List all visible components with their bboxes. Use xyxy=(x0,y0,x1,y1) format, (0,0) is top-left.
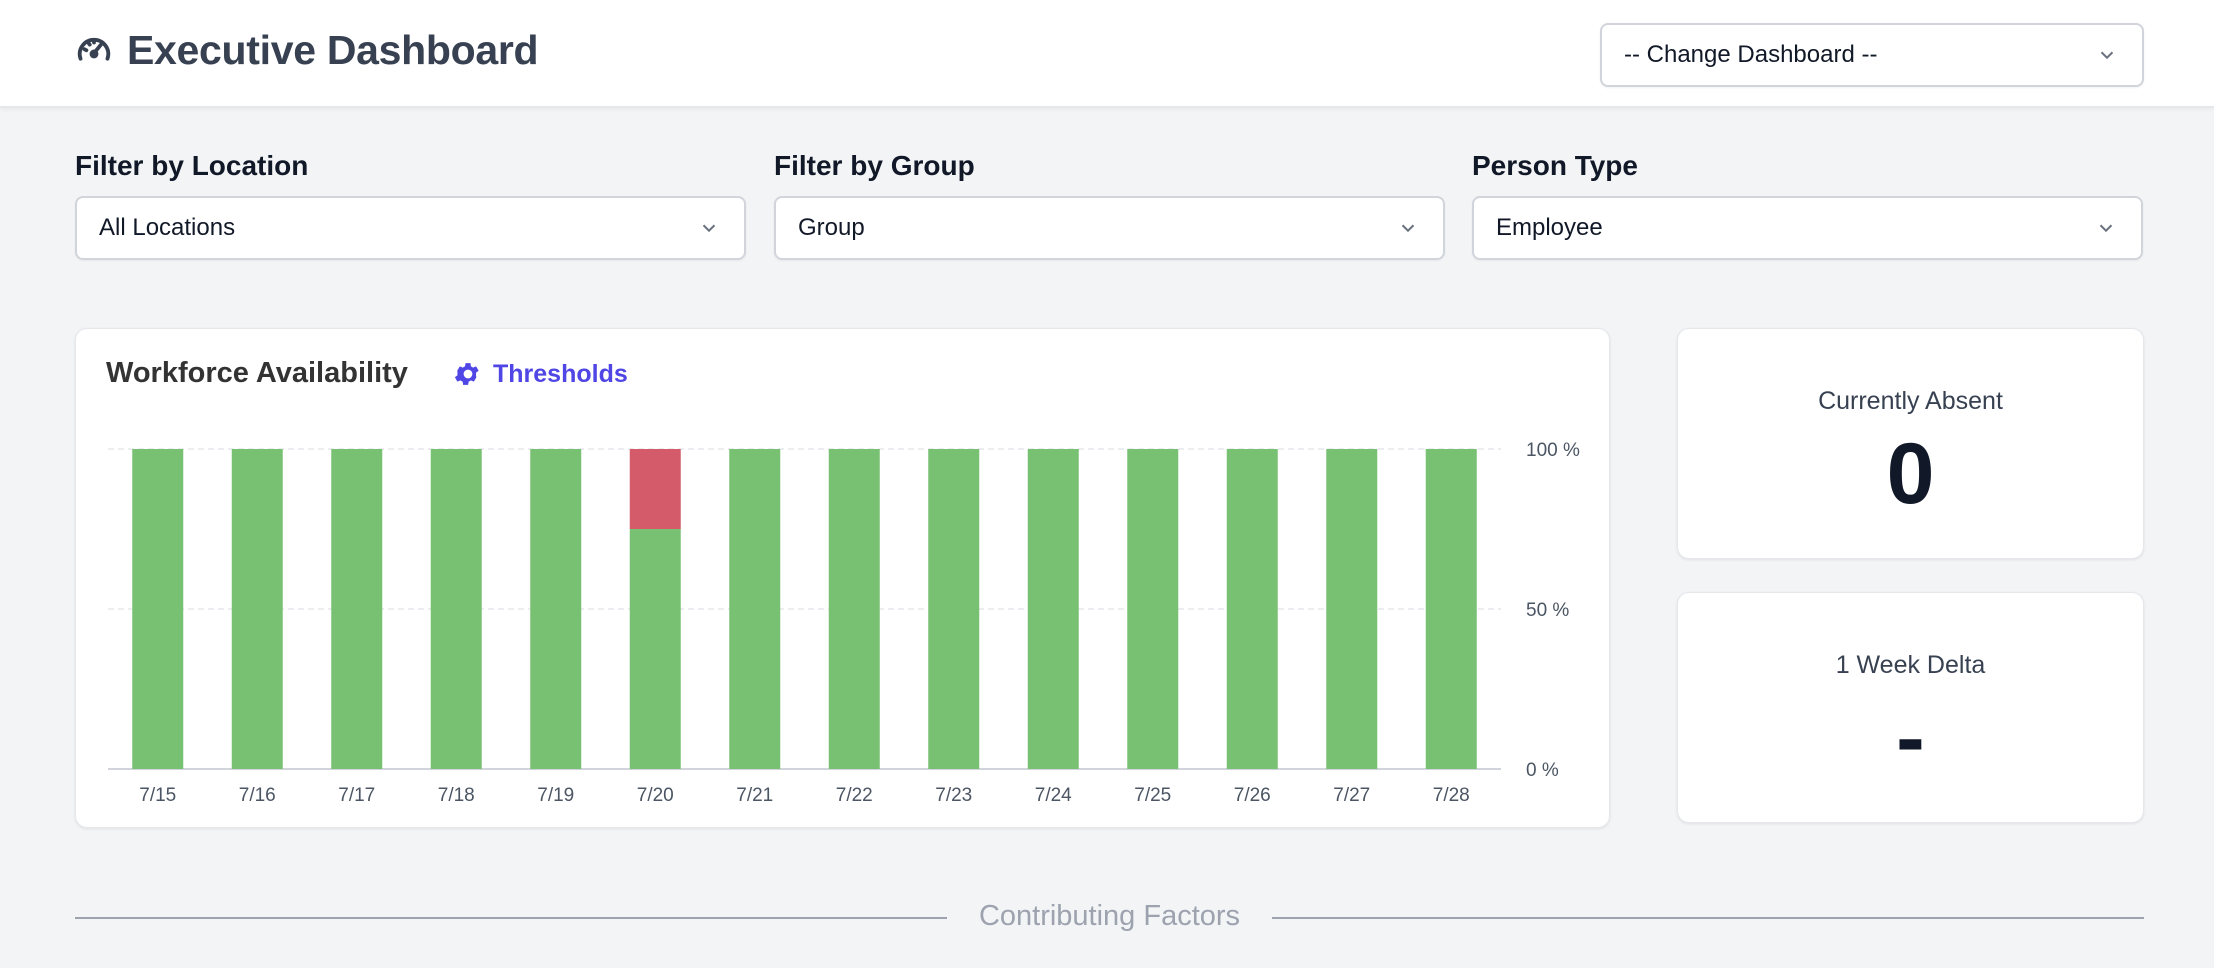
x-tick-label: 7/18 xyxy=(438,785,475,806)
change-dashboard-value: -- Change Dashboard -- xyxy=(1624,41,1878,68)
bar-available xyxy=(331,449,383,769)
currently-absent-card: Currently Absent 0 xyxy=(1677,328,2144,559)
divider-line-left xyxy=(75,917,947,919)
x-tick-label: 7/23 xyxy=(935,785,972,806)
thresholds-label: Thresholds xyxy=(493,359,628,388)
x-tick-label: 7/21 xyxy=(736,785,773,806)
bar-available xyxy=(1425,449,1477,769)
bar-available xyxy=(530,449,582,769)
bar-unavailable xyxy=(629,449,681,529)
chart-title: Workforce Availability xyxy=(106,357,408,389)
location-select-value: All Locations xyxy=(99,214,236,241)
kpi-label: Currently Absent xyxy=(1818,387,2003,415)
kpi-value: 0 xyxy=(1886,426,1935,522)
filter-group-label: Filter by Group xyxy=(774,150,975,181)
section-title: Contributing Factors xyxy=(978,900,1241,932)
y-tick-label: 50 % xyxy=(1526,600,1569,621)
page-header: Executive Dashboard -- Change Dashboard … xyxy=(0,0,2214,108)
bar-available xyxy=(1027,449,1079,769)
y-tick-label: 0 % xyxy=(1526,760,1559,781)
contributing-factors-divider: Contributing Factors xyxy=(75,894,2144,944)
x-tick-label: 7/24 xyxy=(1035,785,1072,806)
workforce-chart: 100 % 50 % 0 % 7/15 7/16 7/17 7/18 7/19 7/20 7/21… xyxy=(108,440,1580,806)
x-tick-label: 7/16 xyxy=(239,785,276,806)
person-type-select[interactable]: Employee xyxy=(1472,196,2143,260)
bar-available xyxy=(928,449,980,769)
person-type-select-value: Employee xyxy=(1496,214,1603,241)
chevron-down-icon xyxy=(2100,51,2114,60)
filter-location-label: Filter by Location xyxy=(75,150,309,181)
x-tick-label: 7/25 xyxy=(1134,785,1171,806)
kpi-value: - xyxy=(1896,690,1925,786)
page-title: Executive Dashboard xyxy=(127,26,539,73)
chevron-down-icon xyxy=(702,224,716,233)
kpi-label: 1 Week Delta xyxy=(1835,651,1986,679)
group-select-value: Group xyxy=(798,214,865,241)
x-tick-label: 7/20 xyxy=(637,785,674,806)
x-tick-label: 7/28 xyxy=(1433,785,1470,806)
page-title-wrap: Executive Dashboard xyxy=(75,22,539,78)
bar-available xyxy=(629,529,681,769)
gear-icon xyxy=(454,363,479,385)
divider-line-right xyxy=(1272,917,2144,919)
change-dashboard-select[interactable]: -- Change Dashboard -- xyxy=(1600,23,2144,87)
bar-available xyxy=(1226,449,1278,769)
bar-available xyxy=(132,449,184,769)
gauge-icon xyxy=(77,37,111,61)
bar-available xyxy=(231,449,283,769)
thresholds-button[interactable]: Thresholds xyxy=(453,359,628,389)
bar-available xyxy=(430,449,482,769)
bar-available xyxy=(828,449,880,769)
x-tick-label: 7/19 xyxy=(537,785,574,806)
workforce-availability-card: Workforce Availability Thresholds 100 % 5… xyxy=(75,328,1610,828)
bar-available xyxy=(1326,449,1378,769)
location-select[interactable]: All Locations xyxy=(75,196,746,260)
x-tick-label: 7/27 xyxy=(1333,785,1370,806)
chevron-down-icon xyxy=(1401,224,1415,233)
x-tick-label: 7/26 xyxy=(1234,785,1271,806)
bar-available xyxy=(729,449,781,769)
week-delta-card: 1 Week Delta - xyxy=(1677,592,2144,823)
y-tick-label: 100 % xyxy=(1526,440,1580,461)
chevron-down-icon xyxy=(2099,224,2113,233)
bar-available xyxy=(1127,449,1179,769)
person-type-label: Person Type xyxy=(1472,150,1638,181)
x-tick-label: 7/22 xyxy=(836,785,873,806)
x-tick-label: 7/15 xyxy=(139,785,176,806)
group-select[interactable]: Group xyxy=(774,196,1445,260)
x-tick-label: 7/17 xyxy=(338,785,375,806)
